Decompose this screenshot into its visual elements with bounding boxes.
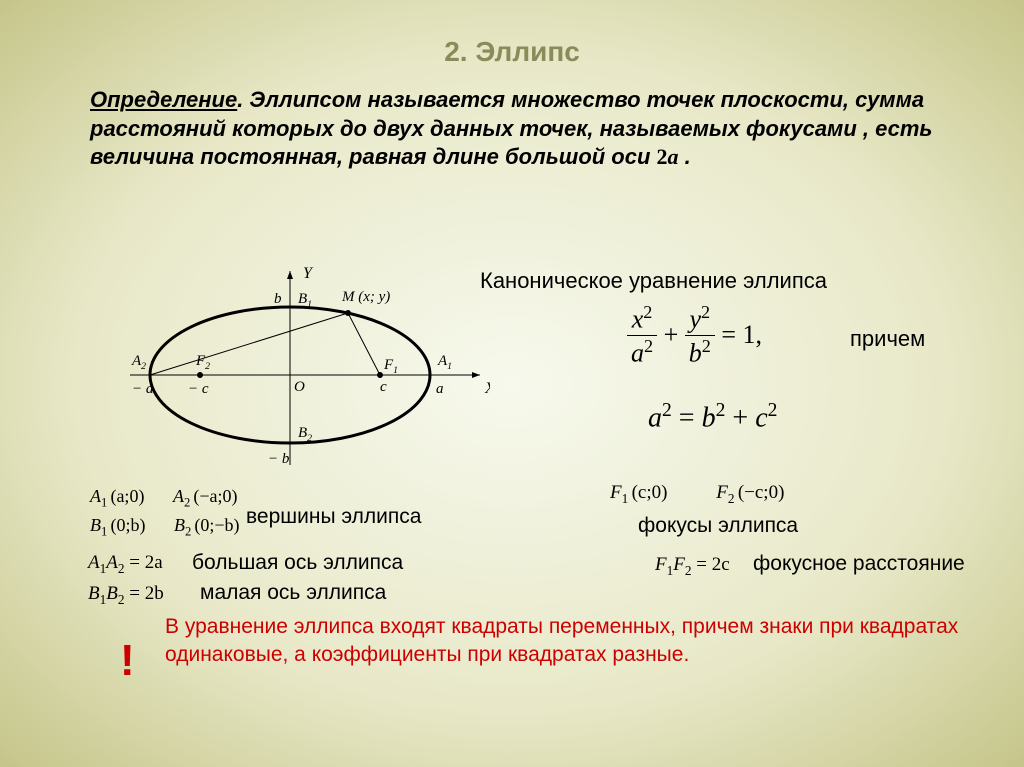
foci-coords: F1 (c;0) F2 (−c;0) <box>610 482 784 507</box>
svg-text:A1: A1 <box>437 353 452 372</box>
canonical-equation: x2a2 + y2b2 = 1, <box>627 302 762 368</box>
svg-text:− b: − b <box>268 451 290 467</box>
definition-tail: . <box>679 144 691 169</box>
axes-formulas: A1A2 = 2a B1B2 = 2b <box>88 548 164 610</box>
major-axis-label: большая ось эллипса <box>192 551 403 575</box>
page-title: 2. Эллипс <box>0 0 1024 68</box>
svg-text:F1: F1 <box>383 357 398 376</box>
definition-text: Определение. Эллипсом называется множест… <box>90 86 952 172</box>
svg-text:a: a <box>436 381 444 397</box>
svg-text:b: b <box>274 291 282 307</box>
svg-text:O: O <box>294 379 305 395</box>
canonical-heading: Каноническое уравнение эллипса <box>480 268 827 294</box>
relation-equation: a2 = b2 + c2 <box>648 400 777 434</box>
foci-label: фокусы эллипса <box>638 514 798 538</box>
bottom-note: В уравнение эллипса входят квадраты пере… <box>165 613 964 670</box>
svg-text:− a: − a <box>132 381 153 397</box>
vertices-label: вершины эллипса <box>246 505 421 529</box>
svg-text:A2: A2 <box>131 353 146 372</box>
vertices-coords: A1 (a;0) A2 (−a;0) B1 (0;b) B2 (0;−b) <box>90 483 240 541</box>
definition-formula: 2a <box>657 144 679 169</box>
svg-text:X: X <box>484 380 490 397</box>
svg-text:c: c <box>380 379 387 395</box>
svg-text:Y: Y <box>303 265 314 282</box>
focal-distance-formula: F1F2 = 2c <box>655 554 730 579</box>
exclamation-icon: ! <box>120 636 135 686</box>
canonical-note: причем <box>850 326 925 352</box>
minor-axis-label: малая ось эллипса <box>200 581 386 605</box>
svg-text:− c: − c <box>188 381 209 397</box>
ellipse-diagram: Oa− ac− cb− bA1A2B1B2F1F2M (x; y)XY <box>90 265 490 480</box>
focal-distance-label: фокусное расстояние <box>753 552 965 576</box>
definition-label: Определение <box>90 87 237 112</box>
svg-text:M (x; y): M (x; y) <box>341 289 390 305</box>
svg-text:F2: F2 <box>195 353 210 372</box>
